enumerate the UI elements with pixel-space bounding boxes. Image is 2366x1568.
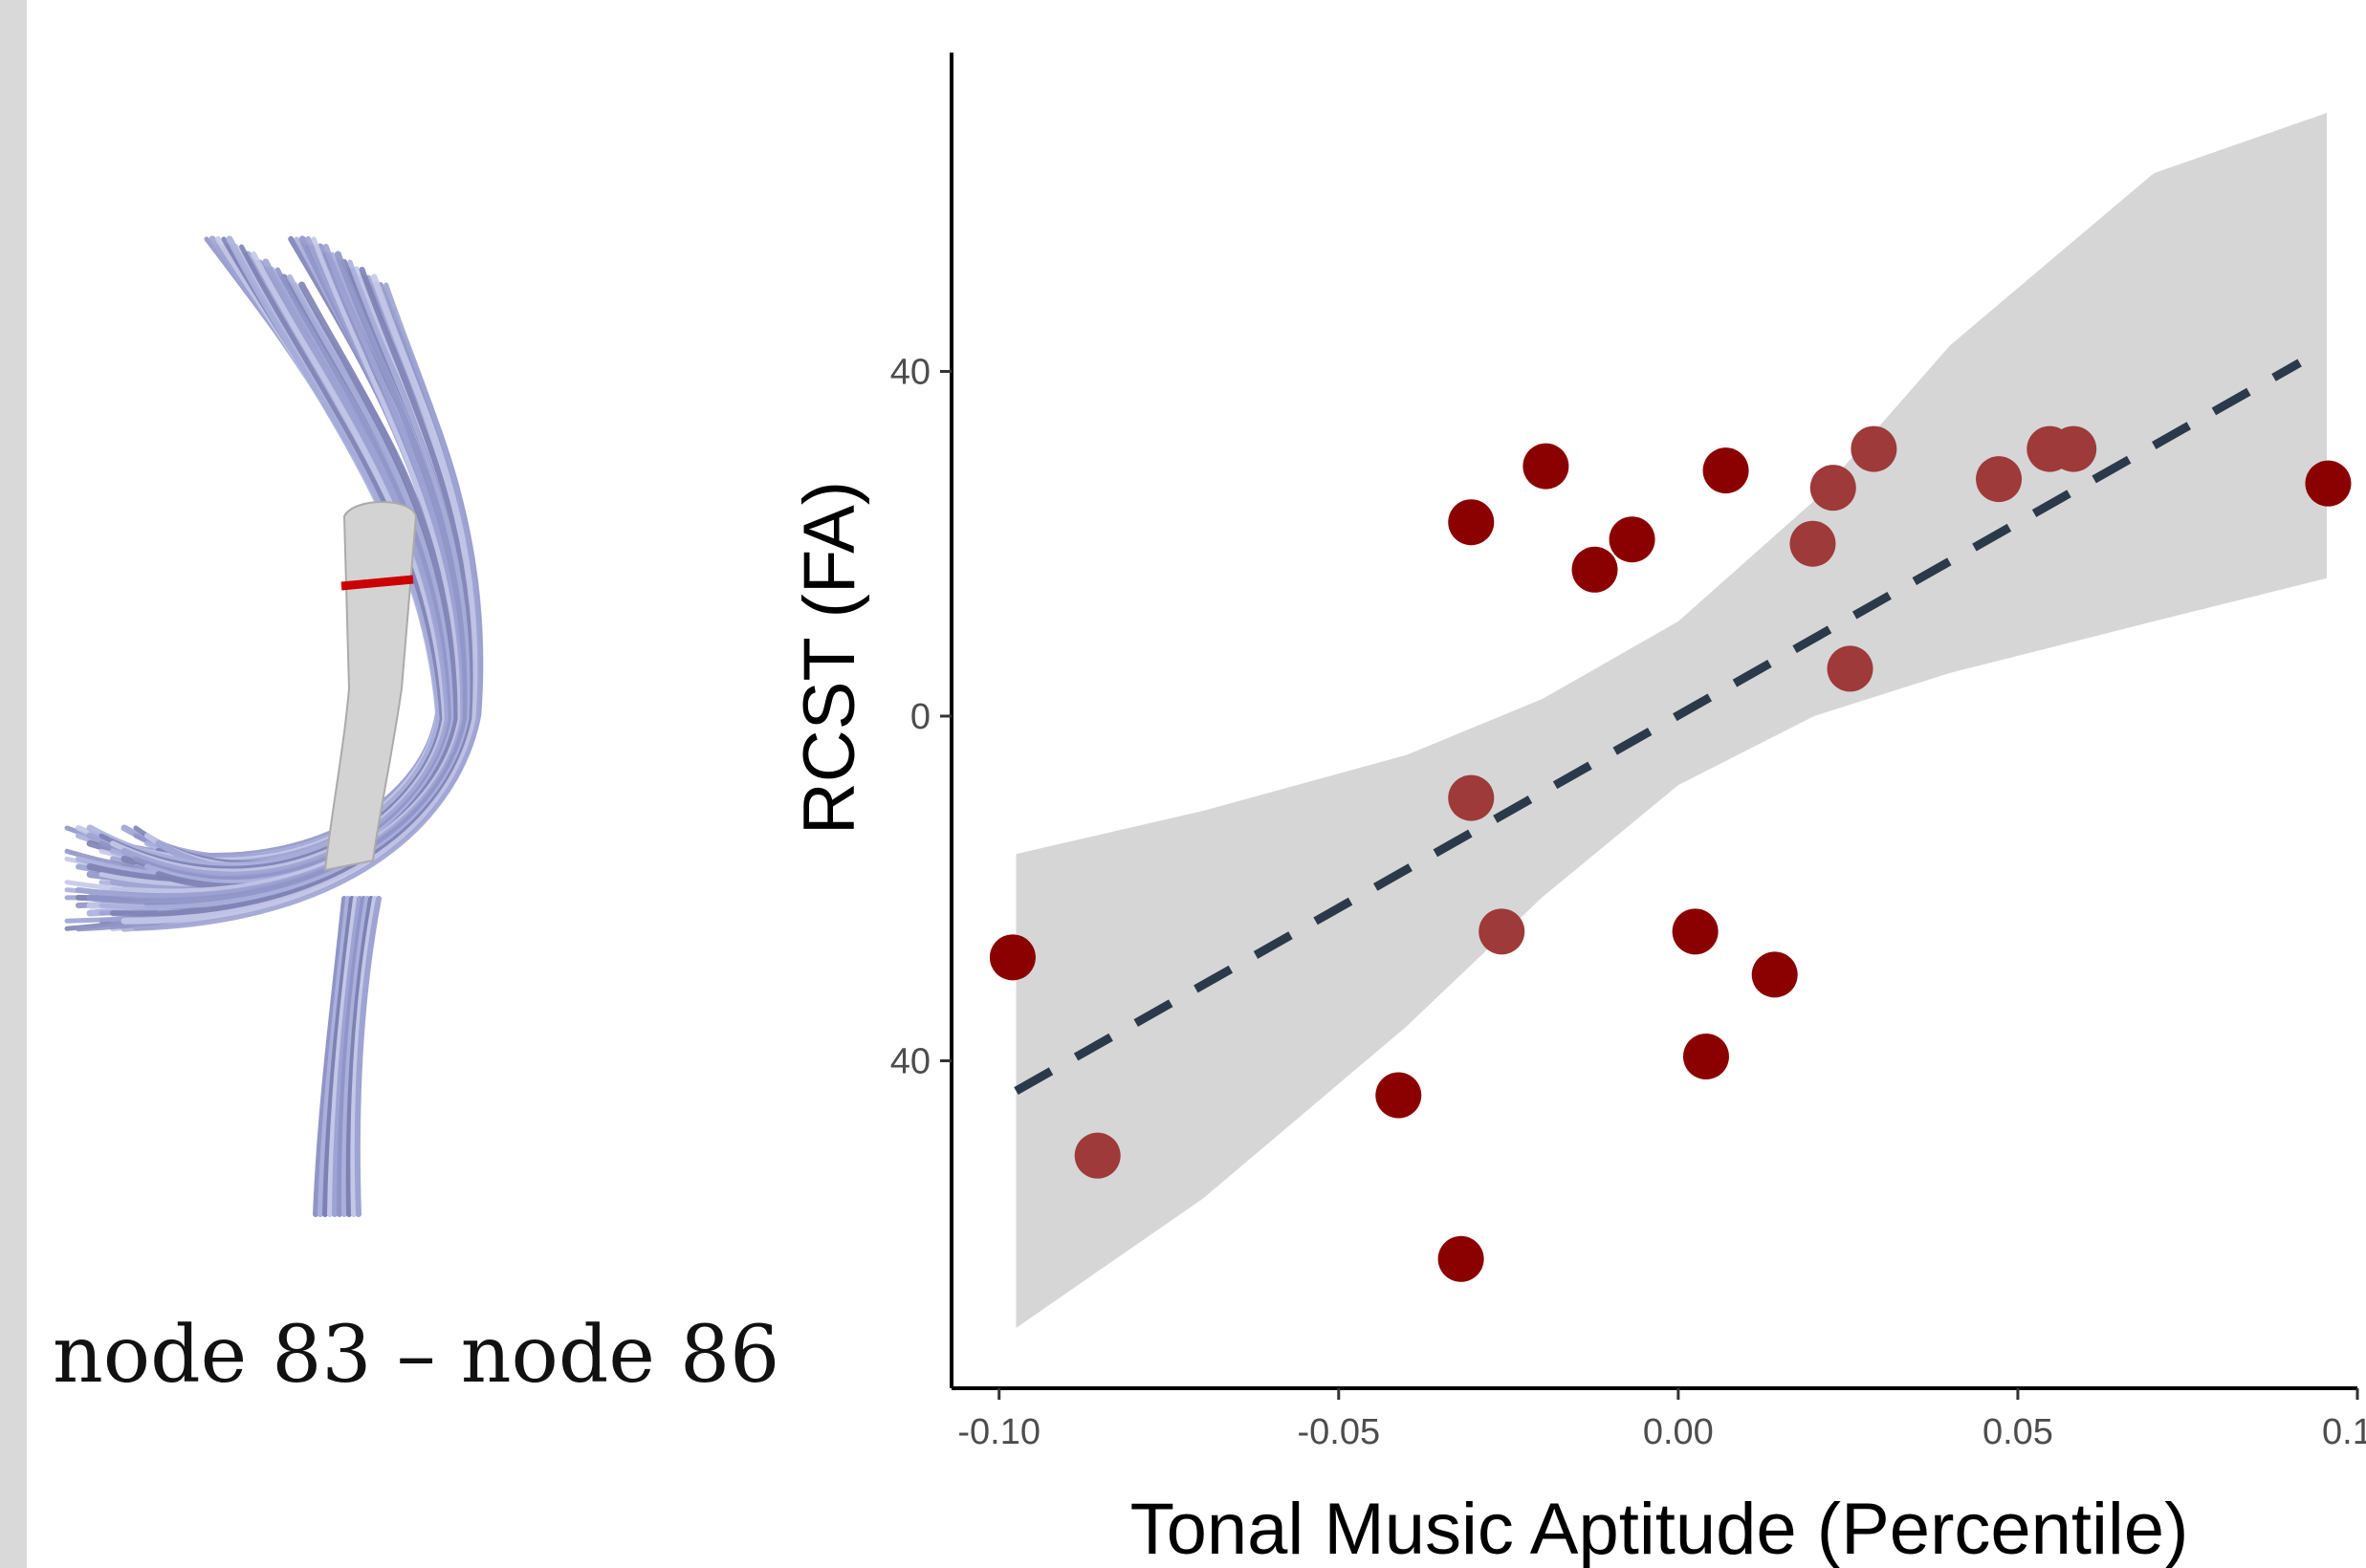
data-point	[1976, 456, 2023, 503]
data-point	[1751, 951, 1798, 998]
node-marker-band	[340, 575, 414, 591]
data-point	[1809, 465, 1856, 512]
data-point	[1074, 1132, 1121, 1179]
data-point	[2050, 425, 2097, 472]
fiber-strand	[345, 896, 374, 1217]
y-tick-label: 40	[890, 352, 931, 392]
x-tick-label: -0.10	[957, 1412, 1041, 1452]
fiber-strand	[313, 896, 347, 1217]
y-tick-label: 0	[910, 697, 931, 737]
y-axis-title: RCST (FA)	[789, 481, 870, 835]
fiber-strand	[86, 235, 443, 869]
fiber-strand	[99, 259, 472, 910]
data-point	[1437, 1235, 1484, 1282]
confidence-band	[1016, 113, 2327, 1328]
data-point	[1672, 908, 1719, 955]
fiber-strand	[133, 267, 454, 882]
data-point	[1827, 645, 1873, 692]
data-point	[1448, 774, 1495, 821]
data-point	[1571, 546, 1618, 593]
fiber-strand	[120, 258, 451, 879]
core-tube	[323, 501, 418, 872]
data-point	[1448, 499, 1495, 546]
data-point	[1523, 443, 1569, 490]
y-tick-label: 40	[890, 1042, 931, 1082]
fiber-strand	[327, 896, 359, 1217]
fiber-strand	[332, 896, 362, 1217]
fiber-strand	[354, 896, 382, 1217]
x-tick-label: -0.05	[1297, 1412, 1380, 1452]
data-point	[1851, 425, 1897, 472]
x-tick-label: 0.10	[2322, 1412, 2366, 1452]
x-tick-label: 0.05	[1983, 1412, 2053, 1452]
x-axis-title: Tonal Music Aptitude (Percentile)	[1130, 1489, 2189, 1568]
fiber-strand	[133, 282, 483, 931]
fiber-strand	[64, 236, 463, 894]
data-point	[1375, 1072, 1422, 1119]
fiber-strand	[120, 273, 480, 925]
node-caption: node 83 – node 86	[53, 1310, 780, 1401]
data-point	[1702, 447, 1749, 494]
fit-line	[1014, 359, 2302, 1095]
data-point	[1609, 516, 1655, 563]
fiber-strand	[340, 896, 370, 1217]
fiber-tract-image	[64, 235, 484, 1217]
fiber-strand	[350, 896, 378, 1217]
data-point	[989, 934, 1036, 981]
fiber-strand	[86, 250, 471, 905]
data-point	[1479, 908, 1525, 955]
data-point	[1682, 1034, 1729, 1080]
x-tick-label: 0.00	[1643, 1412, 1714, 1452]
fiber-strand	[99, 244, 445, 871]
data-point	[2305, 460, 2352, 507]
fiber-strand	[337, 896, 366, 1217]
fiber-strand	[322, 896, 355, 1217]
data-point	[1789, 520, 1836, 567]
fiber-strand	[318, 896, 351, 1217]
left-border-bar	[0, 0, 27, 1568]
